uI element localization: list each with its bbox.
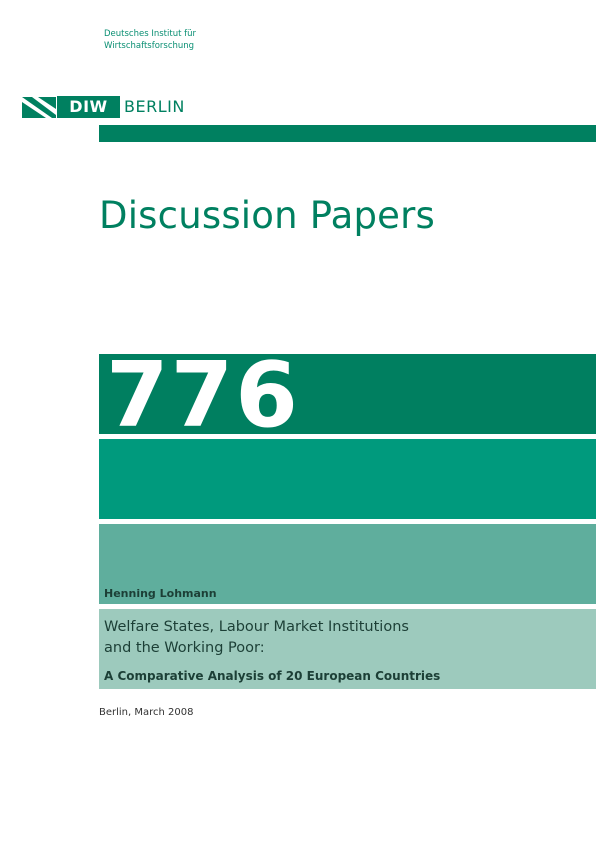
institute-name: Deutsches Institut für Wirtschaftsforsch… xyxy=(104,29,196,52)
author-name: Henning Lohmann xyxy=(104,587,217,600)
paper-number: 776 xyxy=(106,354,300,434)
paper-title-line2: and the Working Poor: xyxy=(104,640,265,656)
paper-title-line1: Welfare States, Labour Market Institutio… xyxy=(104,619,409,635)
series-title: Discussion Papers xyxy=(99,194,435,237)
institute-name-line1: Deutsches Institut für xyxy=(104,29,196,39)
diw-logo-mark: DIW xyxy=(57,96,120,118)
paper-subtitle: A Comparative Analysis of 20 European Co… xyxy=(104,669,441,683)
institute-name-line2: Wirtschaftsforschung xyxy=(104,40,195,51)
title-band: Welfare States, Labour Market Institutio… xyxy=(99,609,596,689)
header-bar xyxy=(99,125,596,142)
place-date: Berlin, March 2008 xyxy=(99,707,194,718)
diw-logo-icon xyxy=(22,96,56,118)
author-band: Henning Lohmann xyxy=(99,524,596,604)
decorative-band xyxy=(99,439,596,519)
paper-title: Welfare States, Labour Market Institutio… xyxy=(104,617,409,659)
diw-logo-city: BERLIN xyxy=(124,97,185,116)
number-band: 776 xyxy=(99,354,596,434)
